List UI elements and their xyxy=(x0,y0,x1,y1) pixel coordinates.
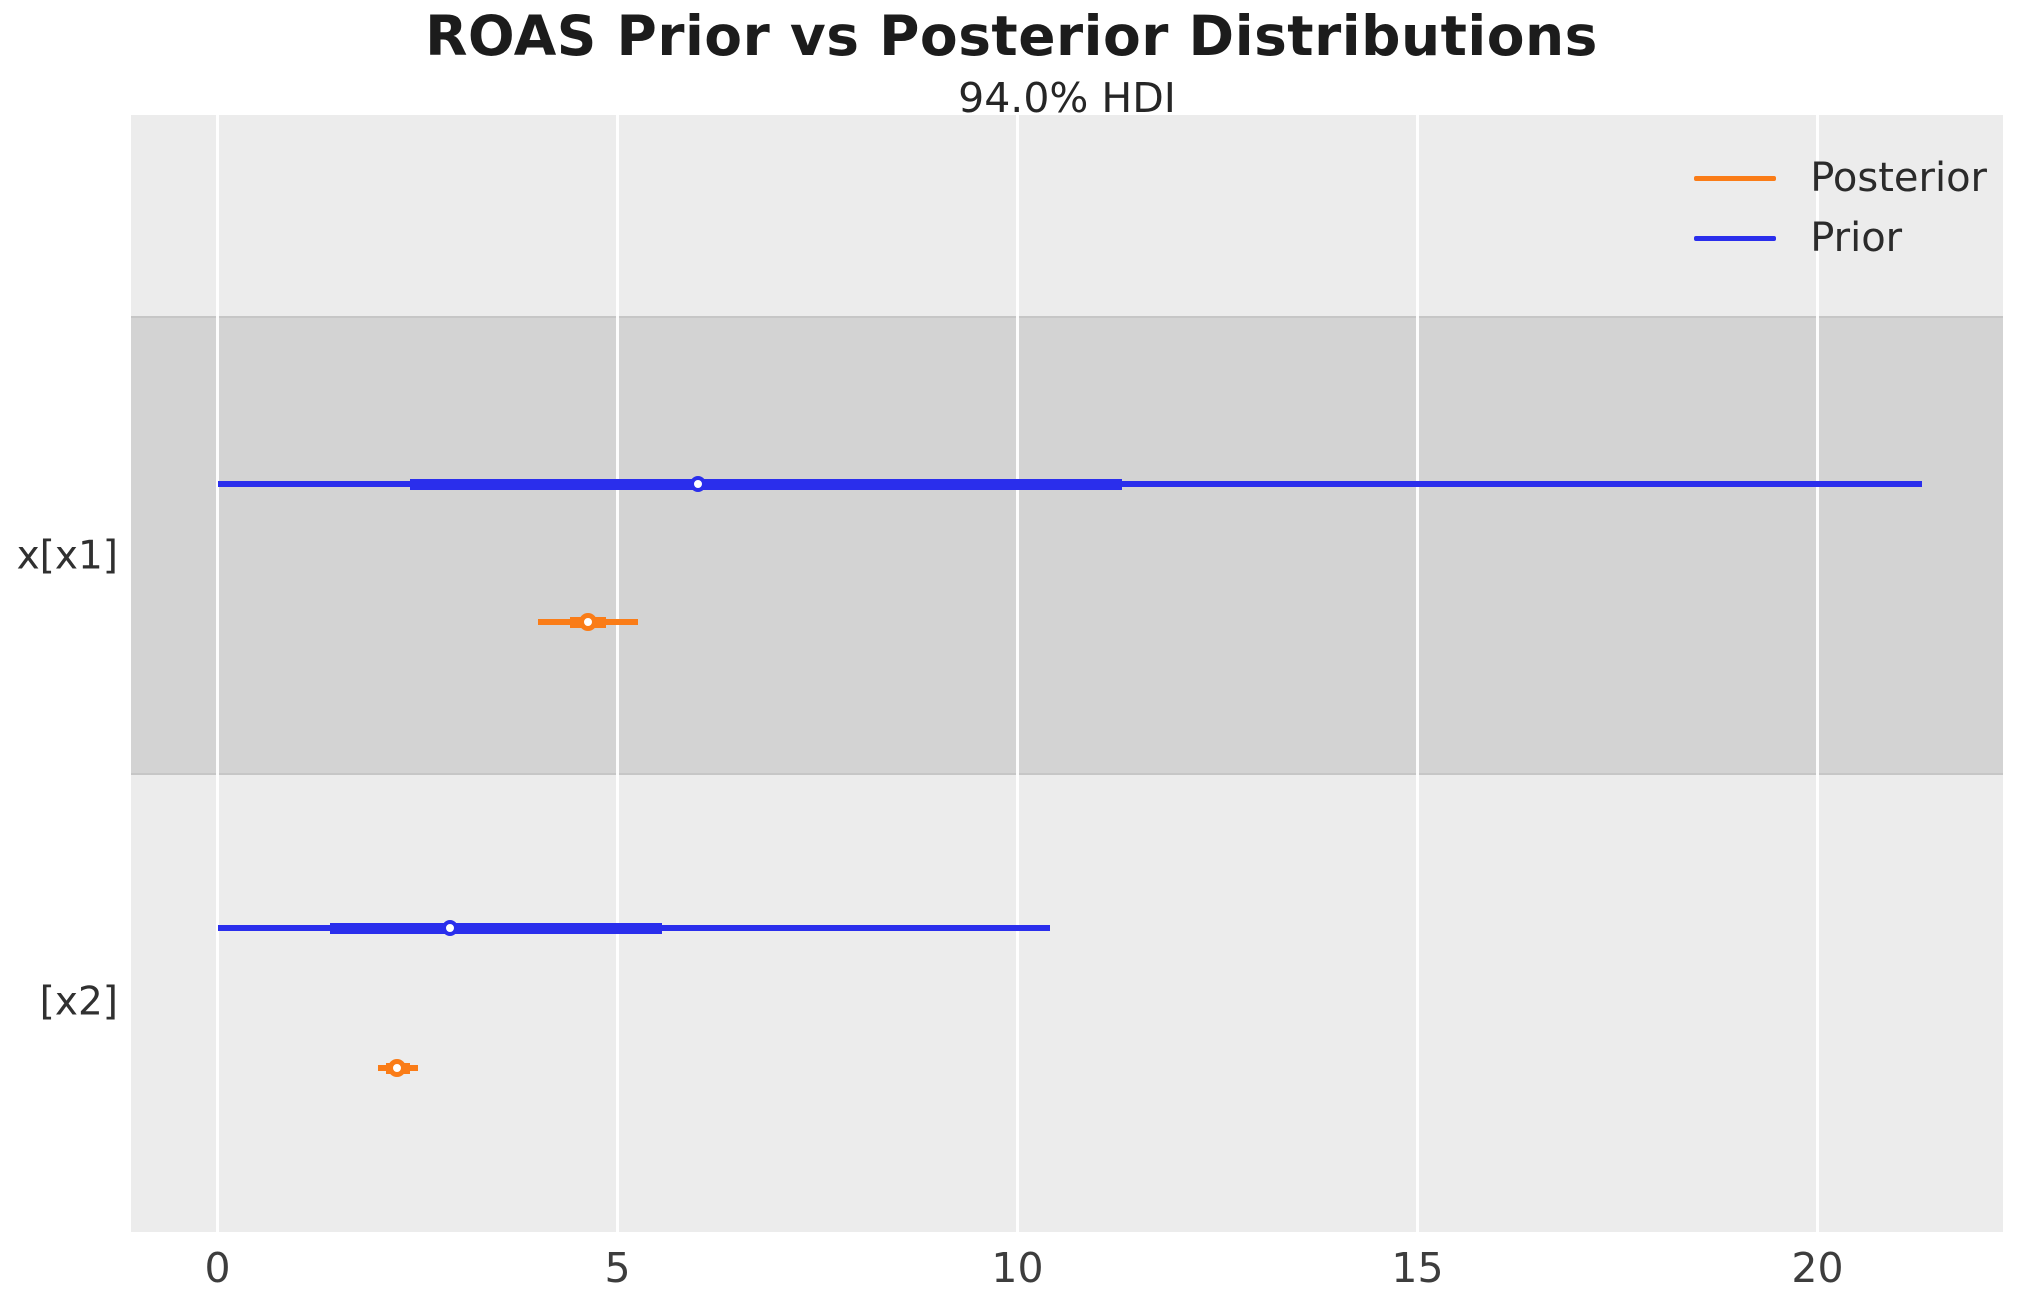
legend-label-prior: Prior xyxy=(1810,215,1903,261)
x-tick-label: 15 xyxy=(1391,1244,1444,1292)
x-tick-label: 20 xyxy=(1791,1244,1844,1292)
x-gridline xyxy=(1416,115,1419,1232)
variable-band-shaded xyxy=(131,316,2003,775)
posterior-median-marker xyxy=(578,613,597,631)
prior-line-swatch xyxy=(1694,235,1777,241)
x-tick-label: 10 xyxy=(991,1244,1044,1292)
x-gridline xyxy=(1016,115,1019,1232)
y-axis-label: x[x1] xyxy=(16,533,118,579)
legend-label-posterior: Posterior xyxy=(1810,155,1987,201)
legend: Posterior Prior xyxy=(1694,155,1987,261)
hdi-subtitle: 94.0% HDI xyxy=(958,74,1176,122)
x-gridline xyxy=(616,115,619,1232)
x-tick-label: 5 xyxy=(604,1244,631,1292)
prior-median-marker xyxy=(442,920,459,936)
x-tick-label: 0 xyxy=(204,1244,231,1292)
figure-title: ROAS Prior vs Posterior Distributions xyxy=(425,4,1598,68)
x-gridline xyxy=(1816,115,1819,1232)
prior-quartile-segment xyxy=(329,922,662,934)
x-gridline xyxy=(216,115,219,1232)
prior-quartile-segment xyxy=(409,478,1122,490)
legend-item-posterior: Posterior xyxy=(1694,155,1987,201)
legend-item-prior: Prior xyxy=(1694,215,1987,261)
y-axis-label: [x2] xyxy=(39,979,118,1025)
posterior-median-marker xyxy=(387,1059,406,1077)
plot-area: Posterior Prior xyxy=(131,115,2003,1232)
posterior-line-swatch xyxy=(1694,175,1777,181)
prior-median-marker xyxy=(689,476,706,492)
